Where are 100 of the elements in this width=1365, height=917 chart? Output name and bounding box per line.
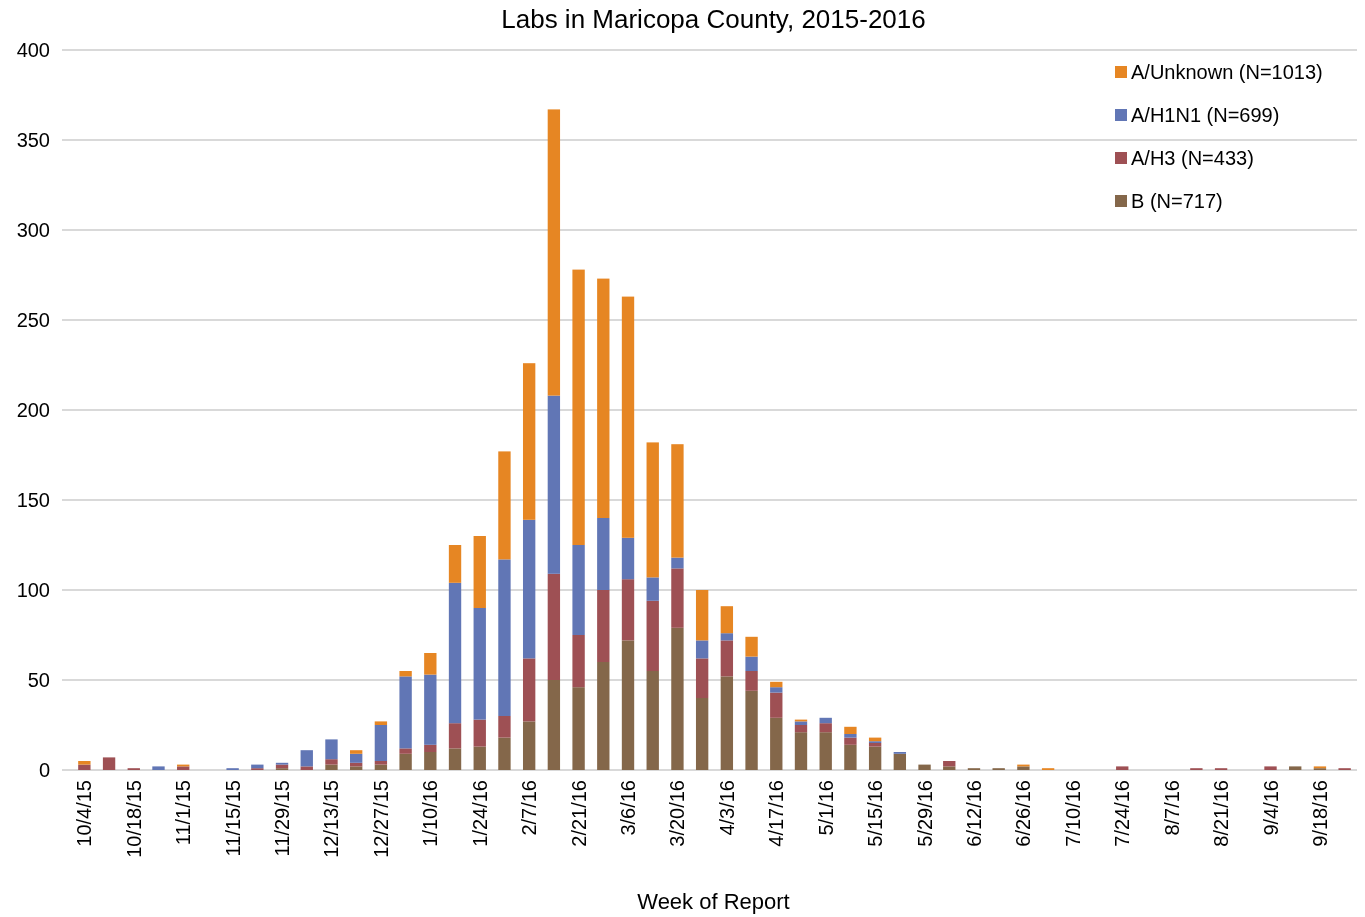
bar — [695, 640, 709, 659]
bar — [572, 635, 585, 688]
x-tick-label: 5/29/16 — [913, 780, 936, 847]
y-tick-label: 400 — [16, 39, 50, 61]
bar — [424, 752, 437, 770]
bar — [819, 723, 832, 733]
x-tick-label: 9/4/16 — [1259, 780, 1282, 836]
x-tick-label: 2/7/16 — [518, 780, 541, 836]
x-tick-label: 5/1/16 — [814, 780, 837, 836]
bar — [918, 764, 931, 770]
bar — [621, 537, 635, 580]
bar — [943, 761, 956, 767]
bar — [646, 671, 659, 770]
bar — [720, 640, 734, 677]
bar — [572, 269, 585, 545]
bar — [448, 748, 462, 770]
bar — [325, 759, 338, 765]
bar — [1116, 766, 1129, 770]
bar — [350, 750, 363, 754]
bar — [770, 687, 783, 693]
chart-title: Labs in Maricopa County, 2015-2016 — [501, 4, 926, 34]
legend-label: A/H1N1 (N=699) — [1131, 104, 1280, 126]
bar — [794, 732, 808, 770]
bar — [547, 680, 561, 770]
bar — [152, 766, 165, 770]
bar — [770, 717, 783, 770]
bar — [671, 627, 684, 770]
bar — [745, 671, 758, 691]
bar — [819, 732, 832, 770]
bar — [844, 744, 857, 770]
bar — [473, 536, 486, 608]
bar — [720, 606, 734, 634]
x-tick-label: 5/15/16 — [864, 780, 887, 847]
bar — [374, 764, 388, 770]
bar — [424, 674, 437, 745]
bar — [745, 690, 758, 770]
bar — [1289, 766, 1302, 770]
bar — [498, 451, 511, 560]
y-tick-label: 250 — [16, 309, 50, 331]
y-tick-label: 50 — [27, 669, 50, 691]
x-tick-label: 9/18/16 — [1308, 780, 1331, 847]
y-tick-label: 300 — [16, 219, 50, 241]
bar — [522, 519, 536, 659]
bar — [695, 658, 709, 698]
bar — [868, 746, 882, 770]
x-tick-label: 6/12/16 — [962, 780, 985, 847]
bar — [399, 748, 412, 754]
x-tick-label: 3/6/16 — [617, 780, 640, 836]
bar — [597, 590, 610, 662]
bar — [473, 719, 486, 747]
bar — [745, 636, 758, 657]
bar — [646, 577, 659, 601]
bar — [325, 739, 338, 760]
bar — [720, 676, 734, 770]
bar — [300, 750, 313, 767]
bar — [671, 557, 684, 569]
bar — [325, 764, 338, 770]
bar — [671, 444, 684, 558]
bar — [597, 278, 610, 518]
x-axis-title: Week of Report — [637, 889, 790, 914]
bar — [621, 640, 635, 770]
x-tick-label: 6/26/16 — [1012, 780, 1035, 847]
x-tick-label: 7/24/16 — [1111, 780, 1134, 847]
bar — [597, 518, 610, 590]
x-tick-label: 1/10/16 — [419, 780, 442, 847]
bar — [547, 573, 561, 680]
y-tick-label: 100 — [16, 579, 50, 601]
bar — [522, 721, 536, 770]
x-tick-label: 12/27/15 — [369, 780, 392, 858]
bar — [646, 442, 659, 578]
bar — [572, 545, 585, 635]
bar — [646, 600, 659, 671]
bar — [844, 737, 857, 745]
bar — [770, 681, 783, 688]
bar — [448, 545, 462, 583]
bar — [671, 568, 684, 628]
bar — [844, 734, 857, 738]
x-tick-label: 10/4/15 — [73, 780, 96, 847]
x-tick-label: 11/1/15 — [172, 780, 195, 846]
bar — [399, 676, 412, 749]
bar — [374, 721, 388, 725]
bar — [695, 590, 709, 641]
bar — [621, 579, 635, 641]
bar — [78, 764, 91, 770]
legend-label: B (N=717) — [1131, 190, 1223, 212]
bar — [770, 692, 783, 718]
bar — [597, 662, 610, 770]
bar — [448, 723, 462, 749]
bar — [78, 761, 91, 765]
y-tick-label: 150 — [16, 489, 50, 511]
bar — [399, 753, 412, 770]
bar — [893, 753, 907, 770]
bar — [522, 658, 536, 722]
x-tick-label: 7/10/16 — [1061, 780, 1084, 847]
bar — [424, 744, 437, 752]
bar — [844, 726, 857, 734]
legend-label: A/H3 (N=433) — [1131, 147, 1254, 169]
bar — [819, 717, 832, 724]
x-tick-label: 4/17/16 — [765, 780, 788, 847]
bar — [547, 109, 561, 396]
